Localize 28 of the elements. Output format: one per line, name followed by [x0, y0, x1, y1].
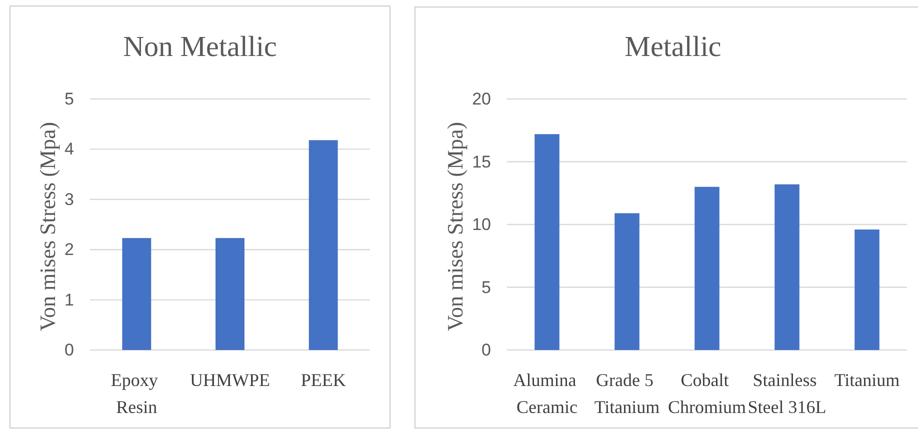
x-tick-label: UHMWPE: [190, 370, 270, 390]
x-tick-label: Alumina Ceramic: [513, 370, 581, 417]
y-tick-label: 2: [64, 240, 74, 260]
y-tick-label: 1: [64, 290, 74, 310]
x-tick-label: Grade 5 Titanium: [594, 370, 660, 417]
bar: [614, 213, 640, 350]
y-tick-label: 4: [64, 140, 74, 159]
bar: [854, 230, 880, 350]
bar: [534, 134, 560, 350]
y-tick-label: 20: [472, 90, 491, 108]
x-tick-label: PEEK: [300, 370, 346, 390]
y-tick-label: 0: [64, 340, 74, 360]
x-tick-label: Epoxy Resin: [110, 370, 162, 417]
y-tick-label: 10: [472, 215, 491, 234]
y-tick-label: 5: [482, 278, 491, 297]
chart-title: Metallic: [624, 31, 722, 63]
x-tick-label: Titanium: [834, 370, 900, 390]
y-tick-label: 0: [482, 340, 491, 360]
bar: [694, 186, 720, 350]
x-tick-label: Cobalt Chromium: [668, 370, 746, 417]
y-tick-label: 15: [472, 152, 491, 172]
bar: [774, 184, 800, 350]
x-tick-label: Stainless Steel 316L: [748, 370, 826, 417]
y-axis-title: Von mises Stress (Mpa): [35, 122, 60, 332]
y-axis-title: Von mises Stress (Mpa): [442, 122, 468, 332]
chart-title: Non Metallic: [123, 31, 277, 63]
y-tick-label: 5: [64, 90, 74, 108]
y-tick-label: 3: [64, 190, 74, 209]
